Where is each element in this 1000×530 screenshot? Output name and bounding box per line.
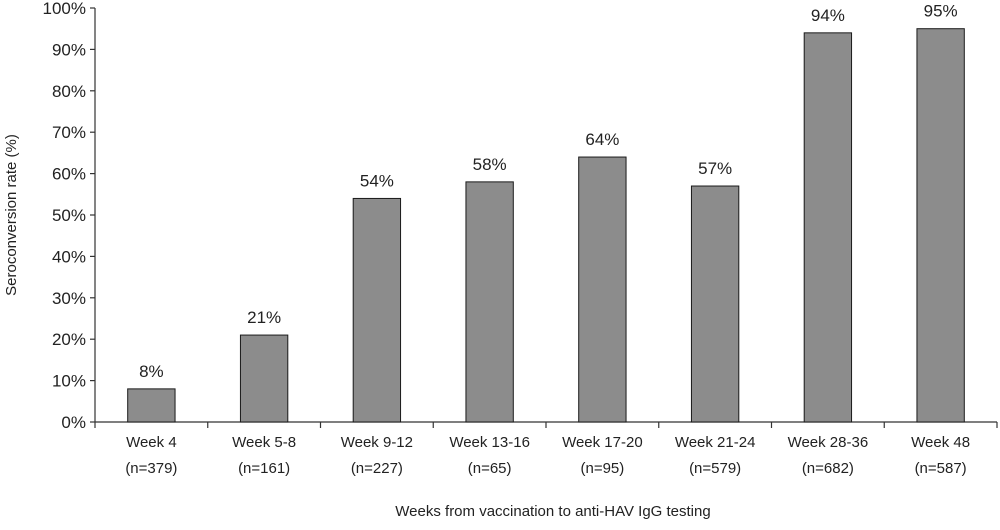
data-label: 21% (247, 308, 281, 327)
y-tick-label: 40% (52, 247, 86, 266)
bar (465, 181, 514, 423)
labels: 0% 10% 20% 30% 40% 50% 60% 70% 80% 90% 100% 8% Week … (43, 0, 971, 477)
data-label: 64% (585, 130, 619, 149)
x-tick-label: Week 9-12 (341, 434, 413, 451)
y-tick-label: 20% (52, 330, 86, 349)
x-tick-label: Week 17-20 (562, 434, 643, 451)
y-tick-label: 0% (61, 413, 86, 432)
x-tick-sublabel: (n=379) (125, 460, 177, 477)
bar (916, 28, 965, 423)
x-axis-title: Weeks from vaccination to anti-HAV IgG t… (395, 503, 710, 520)
y-tick-label: 80% (52, 82, 86, 101)
x-tick-label: Week 28-36 (788, 434, 869, 451)
y-axis-title: Seroconversion rate (%) (3, 134, 20, 296)
x-tick-sublabel: (n=161) (238, 460, 290, 477)
axes (90, 7, 998, 428)
bar (578, 156, 627, 423)
x-tick-sublabel: (n=682) (802, 460, 854, 477)
y-tick-label: 90% (52, 40, 86, 59)
data-label: 94% (811, 6, 845, 25)
data-label: 54% (360, 171, 394, 190)
data-label: 95% (924, 2, 958, 21)
data-label: 8% (139, 362, 164, 381)
x-tick-label: Week 48 (911, 434, 970, 451)
bar (690, 185, 740, 423)
bar (352, 197, 402, 423)
y-tick-label: 70% (52, 123, 86, 142)
x-tick-label: Week 13-16 (449, 434, 530, 451)
bar (803, 32, 853, 423)
bar (127, 388, 176, 423)
y-tick-label: 100% (43, 0, 86, 18)
x-tick-sublabel: (n=579) (689, 460, 741, 477)
x-tick-label: Week 5-8 (232, 434, 296, 451)
bar (239, 334, 289, 423)
x-tick-sublabel: (n=95) (580, 460, 624, 477)
x-tick-label: Week 4 (126, 434, 177, 451)
x-tick-sublabel: (n=587) (915, 460, 967, 477)
data-label: 57% (698, 159, 732, 178)
x-tick-label: Week 21-24 (675, 434, 756, 451)
x-tick-sublabel: (n=227) (351, 460, 403, 477)
y-tick-label: 60% (52, 165, 86, 184)
x-tick-sublabel: (n=65) (468, 460, 512, 477)
bars (127, 28, 965, 423)
y-tick-label: 30% (52, 289, 86, 308)
data-label: 58% (473, 155, 507, 174)
y-tick-label: 50% (52, 206, 86, 225)
y-tick-label: 10% (52, 372, 86, 391)
